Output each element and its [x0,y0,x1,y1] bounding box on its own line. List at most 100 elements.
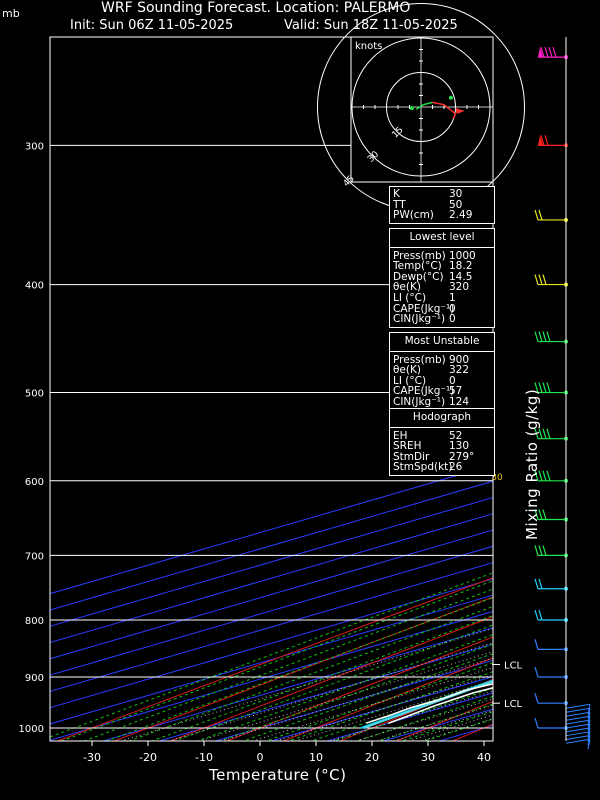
wind-barb-feather [534,274,539,285]
wind-barb-flag [538,135,543,146]
lowest-level-row: Temp(°C) 18.2 [390,261,494,272]
hodograph-trace [452,113,457,119]
wind-barb-shaft [565,734,591,740]
isotherm-line [50,610,493,741]
wind-barb-feather [540,46,545,58]
wind-barb [534,693,566,704]
wind-barb-feather [542,331,547,342]
indices-box: K 30 TT 50 PW(cm) 2.49 [389,186,495,224]
valid-time: Valid: Sun 18Z 11-05-2025 [284,18,458,33]
most-unstable-row: Press(mb) 900 [390,354,494,366]
hodograph-info-title: Hodograph [390,409,494,428]
wind-barb-feather [542,509,547,520]
moist-adiabat-line [173,624,493,741]
wind-barb-feather [540,135,545,146]
lowest-level-value: 320 [449,281,470,294]
wind-barb [534,274,566,286]
lowest-level-key: Dewp(°C) [393,270,444,283]
hodograph-info-row: SREH 130 [390,441,494,452]
hodograph-info-key: StmDir [393,450,430,463]
most-unstable-box: Most Unstable Press(mb) 900 θe(K) 322 LI (°C… [389,332,495,411]
most-unstable-value: 124 [449,395,470,408]
unit-label: mb [2,7,20,20]
dry-adiabat-line [541,0,600,752]
lowest-level-value: 0 [449,302,456,315]
wind-barb-feather [534,470,539,481]
wind-barb-feather [587,739,591,750]
hodograph-trace [415,104,424,110]
wind-barb-flag [538,47,543,58]
most-unstable-key: θe(K) [393,364,421,377]
lowest-level-key: Temp(°C) [393,260,442,273]
wind-barb-feather [542,382,547,393]
wind-barb-feather [538,274,543,285]
lowest-level-row: Dewp(°C) 14.5 [390,272,494,283]
mixing-ratio-line [375,704,493,741]
wind-barb-feather [542,428,547,439]
wind-barb-shaft [565,715,591,721]
lowest-level-value: 1 [449,291,456,304]
wind-barb [538,46,566,58]
lowest-level-key: CIN(Jkg⁻¹) [393,313,446,326]
wind-barb-feather [546,428,551,439]
init-time: Init: Sun 06Z 11-05-2025 [70,18,234,33]
wind-barb [534,209,566,221]
wind-barb-feather [534,578,539,589]
wind-barb [534,331,566,343]
wind-barb-feather [534,545,539,556]
moist-adiabat-line [50,572,493,738]
pressure-tick-label: 400 [25,281,44,292]
hodograph-trace [443,104,456,115]
isotherm-line [50,464,493,595]
wind-barb-shaft [565,707,591,713]
wind-barb [534,545,566,556]
lowest-level-row: CAPE(Jkg⁻¹) 0 [390,302,494,315]
wind-barb-feather [534,428,539,439]
wind-barb [534,717,566,729]
wind-barb [534,666,566,678]
temperature-tick-label: 0 [257,751,264,764]
lowest-level-key: CAPE(Jkg⁻¹) [393,302,455,315]
dry-adiabat-line [112,596,493,741]
wind-barb-feather [534,382,539,393]
moist-adiabat-line [150,615,493,741]
most-unstable-title: Most Unstable [390,333,494,352]
hodograph-trace [432,101,445,106]
pressure-tick-label: 300 [25,141,44,152]
most-unstable-row: CAPE(Jkg⁻¹) 57 [390,386,494,397]
wind-barb-feather [538,382,543,393]
wind-barb-feather [548,46,553,58]
wind-barb-feather [534,666,539,678]
hodograph-info-value: 26 [449,461,463,474]
lowest-level-value: 14.5 [449,270,473,283]
chart-title: WRF Sounding Forecast. Location: PALERMO [101,0,411,16]
wind-barb-feather [538,578,543,589]
wind-barb-feather [546,331,551,342]
wind-barb-feather [542,545,547,556]
wind-barb [534,428,566,440]
pressure-tick-label: 700 [25,551,44,562]
most-unstable-row: LI (°C) 0 [390,376,494,387]
lcl-label: LCL [504,699,523,710]
x-axis-title: Temperature (°C) [209,766,347,784]
wind-barb-feather [544,46,549,58]
dry-adiabat-line [56,577,493,741]
wind-barb-shaft [565,711,591,717]
wind-barb-shaft [565,731,591,737]
wind-barb-feather [546,470,551,481]
wind-barb [534,509,566,521]
temperature-tick-label: 20 [365,751,379,764]
isotherm-line [50,480,493,611]
hodograph-info-key: SREH [393,440,422,453]
wind-barb-feather [534,639,539,650]
wind-barb [534,639,566,650]
mixing-ratio-line [392,709,493,741]
pressure-tick-label: 900 [25,673,44,684]
moist-adiabat-line [218,643,493,741]
most-unstable-key: CAPE(Jkg⁻¹) [393,385,455,398]
lowest-level-row: θe(K) 320 [390,282,494,293]
temperature-tick-label: -30 [83,751,101,764]
wind-barb-feather [534,717,539,729]
index-pw: PW(cm) 2.49 [393,209,473,222]
pressure-tick-label: 800 [25,616,44,627]
